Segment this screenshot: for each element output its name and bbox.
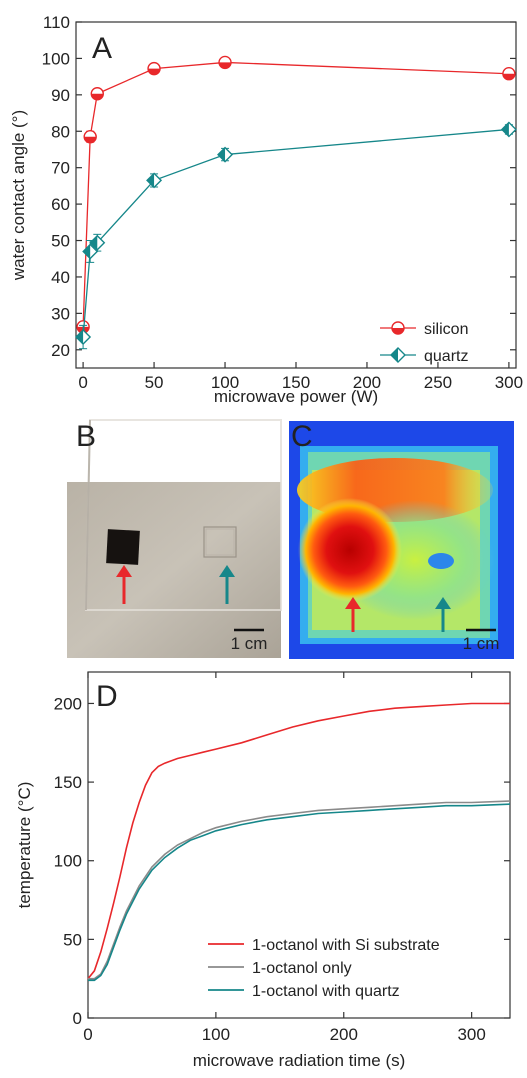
panel-d-chart: 0 50 100 150 200 0 100 200 300 D temperature (°…	[15, 671, 511, 1070]
series-line-1	[88, 800, 511, 980]
quartz-plate-edge	[85, 419, 91, 611]
y-tick-label: 50	[51, 232, 70, 251]
panel-a-y-ticks: 20 30 40 50 60 70 80 90 100 110	[42, 13, 516, 360]
y-tick-label: 100	[54, 852, 82, 871]
scale-bar-c-label: 1 cm	[463, 634, 500, 653]
panel-d-frame	[87, 671, 511, 1019]
y-tick-label: 70	[51, 159, 70, 178]
data-point-quartz	[82, 243, 99, 260]
x-tick-label: 200	[353, 373, 381, 392]
series-line-0	[87, 702, 510, 980]
data-point-silicon	[90, 87, 104, 101]
data-point-silicon	[147, 61, 161, 76]
data-point-silicon	[502, 67, 516, 81]
panel-a-chart: 20 30 40 50 60 70 80 90 100 110 0 50 100 150 200 250 30…	[9, 13, 523, 406]
x-tick-label: 300	[495, 373, 523, 392]
panel-a-y-axis-label: water contact angle (°)	[9, 110, 28, 281]
panel-c-thermal-image: 1 cm C	[289, 420, 514, 659]
series-line-silicon	[82, 61, 509, 327]
panel-a-x-axis-label: microwave power (W)	[214, 387, 378, 406]
data-point-silicon	[218, 55, 232, 70]
panel-a-x-ticks: 0 50 100 150 200 250 300	[78, 362, 523, 392]
panel-d-series	[87, 702, 511, 982]
data-point-quartz	[146, 172, 163, 189]
scale-bar-b-label: 1 cm	[231, 634, 268, 653]
y-tick-label: 90	[51, 86, 70, 105]
y-tick-label: 100	[42, 49, 70, 68]
panel-a-legend: silicon quartz	[380, 321, 468, 365]
silicon-sample	[106, 529, 140, 565]
panel-d-y-ticks: 0 50 100 150 200	[54, 694, 510, 1028]
photo-top-margin	[67, 420, 281, 482]
panel-b-letter: B	[76, 420, 96, 453]
y-tick-label: 0	[73, 1009, 82, 1028]
legend-label: quartz	[424, 348, 468, 365]
legend-marker	[390, 347, 406, 363]
y-tick-label: 40	[51, 268, 70, 287]
panel-d-letter: D	[96, 680, 118, 713]
y-tick-label: 50	[63, 930, 82, 949]
legend-label: 1-octanol only	[252, 960, 352, 977]
photo-background	[67, 480, 281, 658]
data-point-quartz	[75, 329, 92, 346]
x-tick-label: 150	[282, 373, 310, 392]
panel-a-series	[75, 55, 517, 350]
x-tick-label: 100	[211, 373, 239, 392]
quartz-cold-spot	[428, 553, 454, 569]
legend-label: 1-octanol with Si substrate	[252, 937, 440, 954]
x-tick-label: 250	[424, 373, 452, 392]
panel-c-letter: C	[291, 420, 313, 453]
legend-label: 1-octanol with quartz	[252, 983, 400, 1000]
series-line-2	[88, 803, 511, 982]
y-tick-label: 60	[51, 195, 70, 214]
data-point-quartz	[500, 121, 517, 138]
teal-arrow-c-head	[435, 597, 451, 609]
panel-a-letter: A	[92, 32, 112, 65]
series-line-quartz	[82, 128, 509, 338]
thermal-hotspot	[298, 498, 402, 602]
y-tick-label: 80	[51, 122, 70, 141]
y-tick-label: 200	[54, 694, 82, 713]
data-point-quartz	[217, 146, 234, 163]
x-tick-label: 0	[78, 373, 87, 392]
x-tick-label: 200	[330, 1025, 358, 1044]
legend-label: silicon	[424, 321, 468, 338]
y-tick-label: 20	[51, 341, 70, 360]
quartz-sample-inner	[205, 528, 235, 556]
legend-marker	[391, 321, 405, 335]
data-point-quartz	[89, 234, 106, 251]
y-tick-label: 30	[51, 304, 70, 323]
x-tick-label: 50	[145, 373, 164, 392]
y-tick-label: 110	[43, 13, 70, 32]
panel-d-x-ticks: 0 100 200 300	[83, 672, 486, 1044]
quartz-sample	[203, 526, 237, 558]
teal-arrow-b-head	[219, 565, 235, 577]
data-point-silicon	[83, 130, 97, 144]
red-arrow-c-head	[345, 597, 361, 609]
x-tick-label: 100	[202, 1025, 230, 1044]
panel-d-x-axis-label: microwave radiation time (s)	[193, 1051, 406, 1070]
x-tick-label: 0	[83, 1025, 92, 1044]
red-arrow-b-head	[116, 565, 132, 577]
panel-d-legend: 1-octanol with Si substrate 1-octanol onl…	[208, 937, 440, 1000]
x-tick-label: 300	[457, 1025, 485, 1044]
y-tick-label: 150	[54, 773, 82, 792]
panel-b-photo: 1 cm B	[67, 419, 282, 658]
panel-d-y-axis-label: temperature (°C)	[15, 782, 34, 909]
